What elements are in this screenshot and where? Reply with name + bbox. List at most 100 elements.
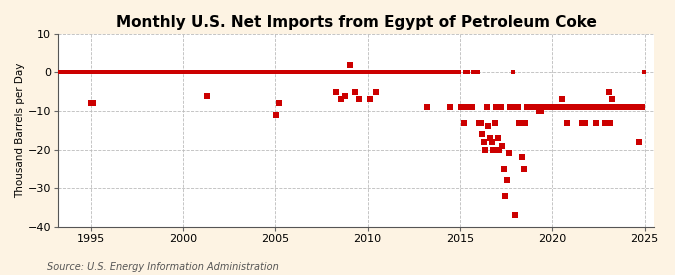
Point: [77, 70, 88, 75]
Point: [383, 70, 394, 75]
Point: [329, 70, 340, 75]
Point: [246, 70, 256, 75]
Point: [494, 147, 505, 152]
Point: [288, 70, 298, 75]
Point: [566, 105, 577, 109]
Point: [265, 70, 275, 75]
Point: [429, 70, 440, 75]
Point: [111, 70, 122, 75]
Point: [446, 70, 457, 75]
Point: [152, 70, 163, 75]
Point: [500, 194, 511, 198]
Point: [267, 70, 278, 75]
Point: [443, 70, 454, 75]
Point: [481, 105, 492, 109]
Point: [146, 70, 157, 75]
Point: [595, 105, 606, 109]
Point: [464, 105, 475, 109]
Point: [354, 97, 364, 102]
Point: [472, 70, 483, 75]
Text: Source: U.S. Energy Information Administration: Source: U.S. Energy Information Administ…: [47, 262, 279, 272]
Point: [398, 70, 409, 75]
Point: [143, 70, 154, 75]
Point: [562, 120, 572, 125]
Point: [124, 70, 135, 75]
Point: [75, 70, 86, 75]
Point: [578, 105, 589, 109]
Point: [563, 105, 574, 109]
Point: [166, 70, 177, 75]
Point: [440, 70, 451, 75]
Point: [468, 70, 479, 75]
Point: [332, 70, 343, 75]
Point: [106, 70, 117, 75]
Point: [151, 70, 161, 75]
Point: [634, 140, 645, 144]
Point: [88, 101, 99, 106]
Point: [118, 70, 129, 75]
Point: [126, 70, 137, 75]
Point: [254, 70, 265, 75]
Point: [195, 70, 206, 75]
Point: [209, 70, 220, 75]
Point: [402, 70, 412, 75]
Point: [140, 70, 151, 75]
Point: [346, 70, 357, 75]
Point: [518, 167, 529, 171]
Point: [303, 70, 314, 75]
Point: [577, 120, 588, 125]
Point: [425, 70, 435, 75]
Point: [289, 70, 300, 75]
Point: [408, 70, 418, 75]
Point: [587, 105, 597, 109]
Point: [86, 101, 97, 106]
Point: [486, 140, 497, 144]
Point: [52, 70, 63, 75]
Point: [298, 70, 309, 75]
Point: [485, 136, 495, 140]
Point: [74, 70, 84, 75]
Point: [261, 70, 272, 75]
Point: [506, 105, 517, 109]
Point: [214, 70, 225, 75]
Point: [492, 136, 503, 140]
Point: [314, 70, 325, 75]
Point: [266, 70, 277, 75]
Point: [612, 105, 623, 109]
Point: [608, 105, 618, 109]
Point: [452, 70, 463, 75]
Point: [95, 70, 106, 75]
Point: [333, 70, 344, 75]
Point: [531, 105, 541, 109]
Point: [78, 70, 89, 75]
Point: [55, 70, 66, 75]
Point: [522, 105, 533, 109]
Point: [304, 70, 315, 75]
Point: [167, 70, 178, 75]
Point: [113, 70, 124, 75]
Point: [325, 70, 335, 75]
Point: [190, 70, 201, 75]
Point: [632, 105, 643, 109]
Point: [514, 120, 524, 125]
Point: [315, 70, 326, 75]
Point: [138, 70, 149, 75]
Point: [244, 70, 255, 75]
Point: [421, 105, 432, 109]
Point: [188, 70, 198, 75]
Point: [234, 70, 244, 75]
Point: [242, 70, 252, 75]
Point: [178, 70, 189, 75]
Point: [297, 70, 308, 75]
Point: [415, 70, 426, 75]
Point: [551, 105, 562, 109]
Point: [414, 70, 425, 75]
Point: [198, 70, 209, 75]
Point: [115, 70, 126, 75]
Point: [94, 70, 105, 75]
Point: [558, 105, 569, 109]
Y-axis label: Thousand Barrels per Day: Thousand Barrels per Day: [15, 63, 25, 198]
Point: [618, 105, 629, 109]
Point: [248, 70, 259, 75]
Point: [351, 70, 362, 75]
